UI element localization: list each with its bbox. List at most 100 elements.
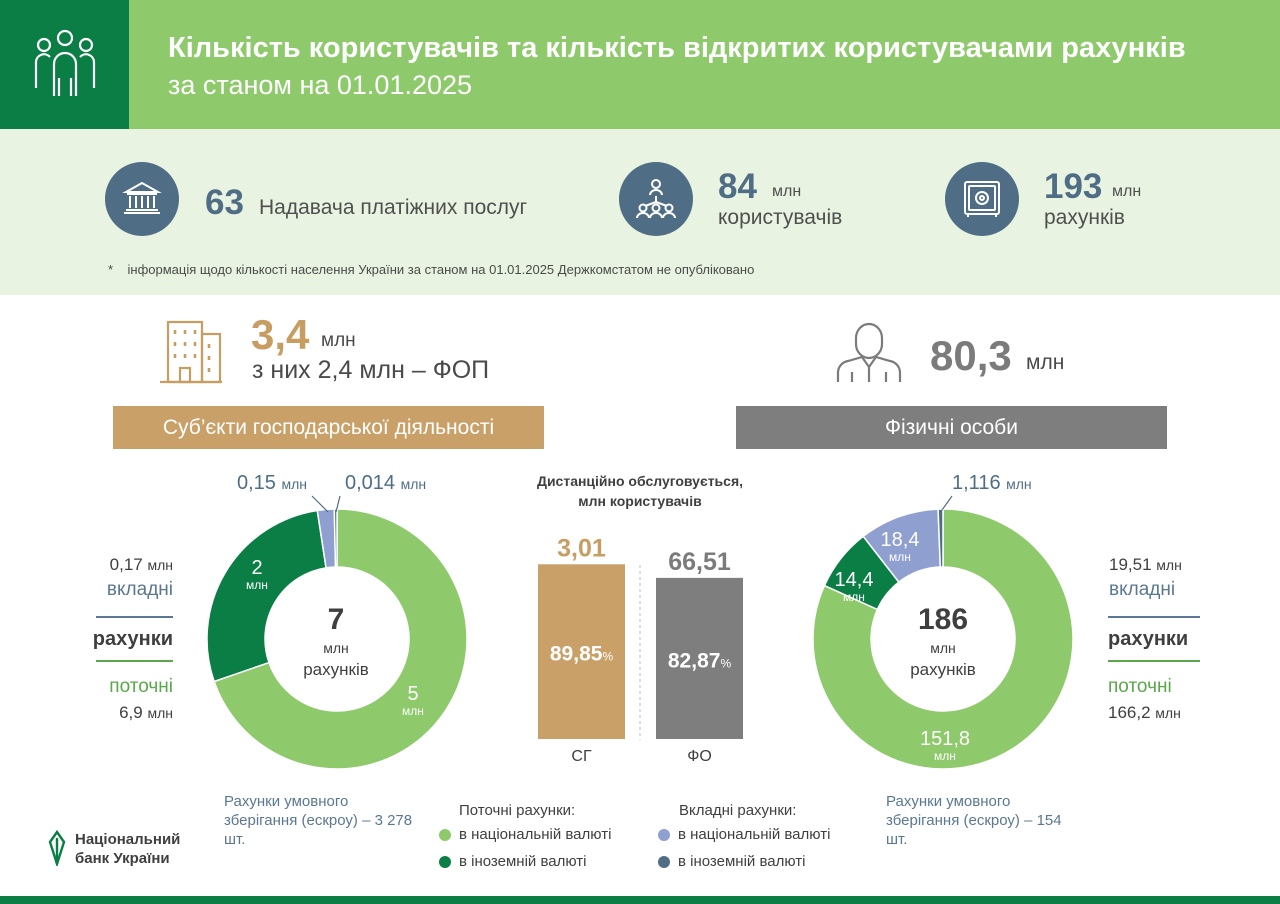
accounts-label: рахунків [1044, 206, 1125, 229]
business-current-label: поточні [109, 676, 173, 697]
users-label: користувачів [718, 206, 843, 229]
individuals-deposit-value: 19,51 [1109, 555, 1152, 574]
individuals-deposit-unit: млн [1156, 557, 1182, 573]
legend-dot-current-national [439, 829, 451, 841]
individuals-donut-center-label: рахунків [910, 660, 976, 679]
legend-current-foreign-text: в іноземній валюті [459, 853, 587, 870]
remote-title-line1: Дистанційно обслуговується, [536, 473, 744, 489]
stat-circle-accounts [945, 162, 1019, 236]
business-current-unit: млн [147, 705, 173, 721]
individuals-deposit-foreign-label: 1,116 млн [952, 472, 1032, 495]
individuals-slice-deposit-foreign [937, 508, 944, 568]
individuals-current-national-value: 151,8 [919, 728, 971, 750]
header-icon-box [0, 0, 129, 129]
individuals-donut-total: 186 [917, 603, 969, 636]
individuals-current-unit: млн [1155, 705, 1181, 721]
remote-title: Дистанційно обслуговується, млн користув… [510, 471, 770, 511]
remote-bar-value-fo: 66,51 [668, 548, 731, 576]
individuals-current-national-unit: млн [934, 749, 956, 763]
business-slice-current-foreign [206, 509, 327, 683]
remote-bar-percent-sg: 89,85% [550, 643, 614, 666]
individuals-current-label: поточні [1108, 676, 1172, 697]
individuals-banner: Фізичні особи [736, 406, 1167, 449]
individuals-deposit-national-label: 18,4 млн [872, 530, 928, 564]
business-detail: з них 2,4 млн – ФОП [252, 356, 490, 384]
business-slice-deposit-foreign [333, 508, 338, 568]
business-donut-center-label: рахунків [303, 660, 369, 679]
footer-bar [0, 896, 1280, 904]
legend-dot-deposit-foreign [658, 856, 670, 868]
page-title: Кількість користувачів та кількість відк… [168, 32, 1186, 64]
business-leader-lines [311, 495, 341, 513]
business-unit: млн [321, 330, 356, 351]
nbu-logo-line2: банк України [75, 850, 170, 867]
business-deposit-national-unit: млн [281, 476, 308, 492]
legend-current-foreign: в іноземній валюті [439, 853, 586, 870]
business-count: 3,4 [251, 311, 310, 358]
business-current-foreign-unit: млн [246, 578, 268, 592]
business-deposit-foreign-label: 0,014 млн [345, 472, 426, 495]
individuals-unit: млн [1026, 351, 1065, 374]
business-banner: Суб’єкти господарської діяльності [113, 406, 544, 449]
footnote: * інформація щодо кількості населення Ук… [108, 262, 754, 277]
stat-circle-users [619, 162, 693, 236]
business-deposit-foreign-value: 0,014 [345, 472, 396, 494]
individuals-current-rule [1108, 660, 1200, 662]
remote-bar-sg [538, 564, 625, 739]
footnote-text: інформація щодо кількості населення Укра… [127, 262, 755, 277]
remote-bar-category-sg: СГ [571, 748, 592, 765]
business-donut-unit: млн [323, 640, 349, 656]
individuals-escrow-note: Рахунки умовного зберігання (ескроу) – 1… [886, 793, 1062, 848]
network-users-icon [636, 179, 676, 219]
individuals-deposit-total: 19,51 млн [1109, 555, 1182, 575]
individuals-current-foreign-value: 14,4 [834, 569, 874, 591]
remote-bar-percent-fo: 82,87% [668, 649, 732, 672]
business-deposit-national-label: 0,15 млн [237, 472, 307, 495]
safe-icon [964, 181, 1000, 217]
remote-bar-value-sg: 3,01 [557, 534, 606, 562]
business-current-foreign-label: 2 млн [232, 558, 282, 592]
legend-deposit-national-text: в національній валюті [678, 826, 831, 843]
nbu-logo-line1: Національний [75, 831, 181, 848]
business-deposit-unit: млн [147, 557, 173, 573]
business-deposit-foreign-unit: млн [400, 476, 427, 492]
business-current-foreign-value: 2 [251, 557, 263, 579]
individuals-donut-unit: млн [930, 640, 956, 656]
business-donut-total: 7 [327, 603, 345, 636]
accounts-unit: млн [1112, 183, 1142, 200]
legend-current-national: в національній валюті [439, 826, 611, 843]
individuals-deposit-rule [1108, 616, 1200, 618]
individuals-slice-current-national [812, 508, 1074, 770]
individuals-deposit-national-value: 18,4 [880, 529, 920, 551]
business-accounts-head: рахунки [92, 628, 173, 650]
legend-dot-deposit-national [658, 829, 670, 841]
individuals-current-foreign-label: 14,4 млн [824, 570, 884, 604]
remote-bar-chart: 3,01 89,85% СГ 66,51 82,87% ФО [538, 534, 743, 765]
business-deposit-label: вкладні [106, 579, 173, 600]
legend-dot-current-foreign [439, 856, 451, 868]
legend-deposit-foreign: в іноземній валюті [658, 853, 805, 870]
users-unit: млн [772, 183, 802, 200]
individuals-current-foreign-unit: млн [843, 590, 865, 604]
legend-deposit-national: в національній валюті [658, 826, 830, 843]
individuals-donut-chart [812, 508, 1074, 770]
business-deposit-total: 0,17 млн [110, 555, 173, 575]
business-deposit-value: 0,17 [109, 555, 143, 574]
providers-count: 63 [205, 183, 244, 222]
bank-building-icon [122, 181, 162, 214]
individuals-deposit-label: вкладні [1109, 579, 1176, 600]
legend-current-national-text: в національній валюті [459, 826, 612, 843]
remote-bar-fo [656, 577, 743, 739]
individuals-leader-line [941, 495, 953, 511]
individuals-current-value: 166,2 [1108, 703, 1151, 722]
legend-current-title: Поточні рахунки: [459, 802, 576, 819]
footnote-mark: * [108, 262, 114, 277]
individuals-current-national-label: 151,8 млн [912, 729, 978, 763]
individuals-deposit-foreign-value: 1,116 [952, 472, 1001, 494]
stat-circle-providers [105, 162, 179, 236]
business-current-value: 6,9 [119, 703, 143, 722]
accounts-count: 193 [1044, 167, 1103, 206]
business-escrow-note: Рахунки умовного зберігання (ескроу) – 3… [224, 793, 413, 848]
nbu-logo-icon [48, 830, 66, 866]
business-slice-current-national [213, 508, 468, 770]
